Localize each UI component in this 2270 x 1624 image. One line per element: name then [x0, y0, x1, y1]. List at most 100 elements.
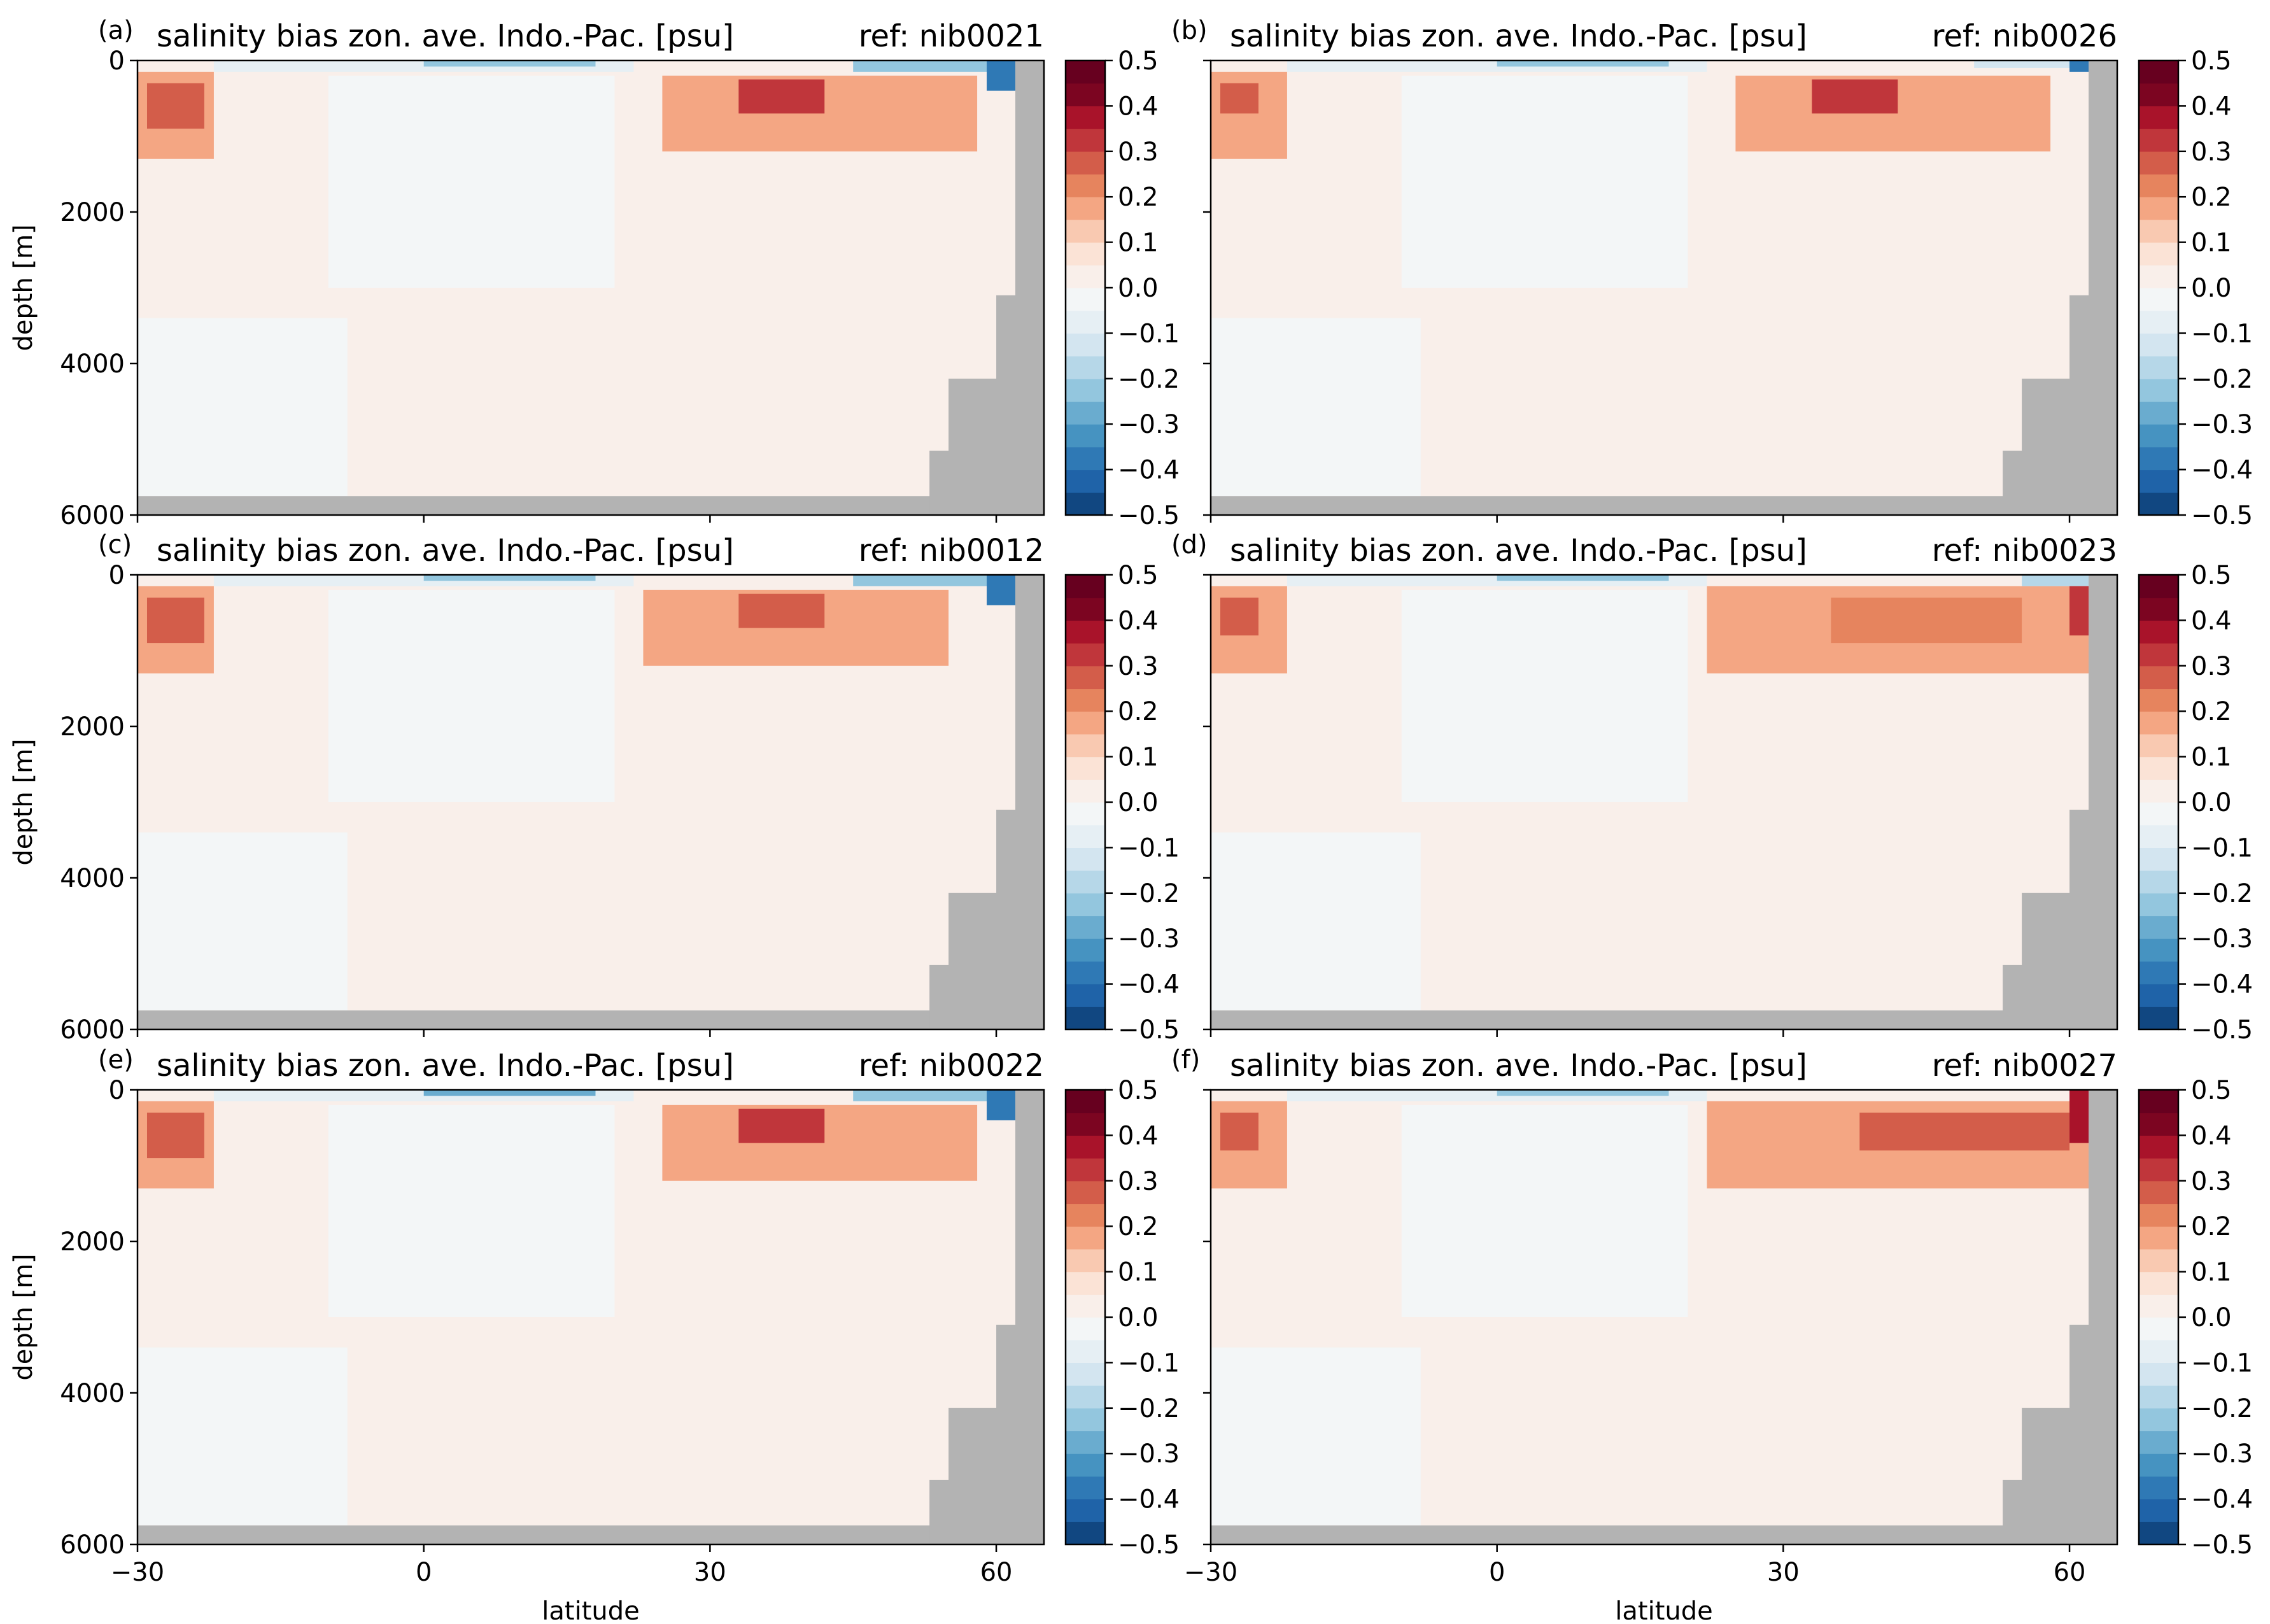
land-mask [1211, 496, 2117, 515]
colorbar-segment [2139, 310, 2178, 334]
colorbar-tick-label: −0.2 [2191, 365, 2253, 394]
colorbar-segment [1066, 575, 1105, 598]
colorbar-segment [2139, 1090, 2178, 1113]
colorbar-segment [2139, 1271, 2178, 1295]
y-tick-label: 0 [109, 46, 125, 76]
x-tick-label: −30 [1184, 1558, 1237, 1587]
land-mask [929, 575, 1044, 1029]
axes-frame [1209, 59, 2118, 516]
y-tick-label: 2000 [60, 198, 125, 227]
y-tick-label: 6000 [60, 501, 125, 530]
colorbar-tick-label: 0.3 [2191, 652, 2232, 681]
salinity-field [137, 60, 1044, 515]
colorbar-tick-label: −0.5 [2191, 501, 2253, 530]
colorbar-tick-label: 0.1 [1118, 229, 1159, 258]
panel-label: (a) [98, 16, 134, 45]
axes-frame [136, 574, 1045, 1031]
panel-b: (b) salinity bias zon. ave. Indo.-Pac. [p… [1171, 16, 2253, 530]
panel-ref-label: ref: nib0023 [1932, 533, 2117, 568]
colorbar-tick-label: 0.4 [2191, 606, 2232, 635]
y-tick-label: 4000 [60, 350, 125, 379]
field-cell [738, 79, 825, 114]
colorbar-segment [1066, 1248, 1105, 1273]
colorbar-segment [1066, 1385, 1105, 1409]
field-cell [1220, 1112, 1258, 1151]
colorbar-tick-label: 0.0 [2191, 788, 2232, 817]
colorbar-segment [2139, 174, 2178, 197]
colorbar-segment [2139, 1180, 2178, 1204]
colorbar-segment [2139, 83, 2178, 106]
field-cell [1812, 79, 1898, 114]
panel-label: (b) [1171, 16, 1208, 45]
x-tick-label: −30 [111, 1558, 164, 1587]
colorbar-segment [1066, 469, 1105, 493]
x-tick-label: 30 [694, 1558, 726, 1587]
colorbar-segment [1066, 847, 1105, 871]
x-tick-label: 30 [1767, 1558, 1800, 1587]
field-cell [1401, 75, 1688, 288]
panel-title: salinity bias zon. ave. Indo.-Pac. [psu] [157, 18, 734, 54]
colorbar-segment [2139, 1362, 2178, 1386]
colorbar-tick-label: 0.5 [1118, 46, 1159, 76]
colorbar-tick-label: 0.5 [1118, 561, 1159, 590]
panel-title: salinity bias zon. ave. Indo.-Pac. [psu] [1230, 533, 1807, 568]
colorbar-segment [2139, 1430, 2178, 1454]
colorbar-segment [1066, 1180, 1105, 1204]
colorbar-tick-label: −0.3 [2191, 410, 2253, 439]
y-tick-label: 6000 [60, 1530, 125, 1560]
colorbar-tick-label: 0.3 [1118, 652, 1159, 681]
colorbar-segment [1066, 310, 1105, 334]
land-mask [929, 60, 1044, 515]
land-mask [1211, 1525, 2117, 1544]
colorbar-segment [2139, 824, 2178, 848]
colorbar-tick-label: 0.1 [2191, 1258, 2232, 1287]
y-axis-label: depth [m] [9, 738, 38, 865]
colorbar-segment [1066, 174, 1105, 197]
panel-c: 0 2000 4000 6000 (c) salinity bias zon. ave. … [9, 530, 1180, 1045]
colorbar-segment [2139, 401, 2178, 425]
y-tick-label: 2000 [60, 1227, 125, 1257]
land-mask [137, 496, 1044, 515]
colorbar-tick-label: −0.4 [2191, 970, 2253, 999]
colorbar-segment [2139, 265, 2178, 288]
colorbar-segment [1066, 60, 1105, 84]
colorbar-tick-label: 0.3 [1118, 138, 1159, 167]
field-cell [1220, 83, 1258, 114]
colorbar-segment [1066, 1203, 1105, 1227]
colorbar-tick-label: −0.4 [2191, 1485, 2253, 1515]
colorbar-segment [2139, 219, 2178, 243]
colorbar-segment [1066, 711, 1105, 735]
field-cell [1974, 60, 2070, 68]
colorbar-segment [1066, 1453, 1105, 1477]
colorbar-tick-label: −0.5 [1118, 501, 1180, 530]
y-tick-label: 4000 [60, 1379, 125, 1408]
colorbar-segment [2139, 1385, 2178, 1409]
panel-title: salinity bias zon. ave. Indo.-Pac. [psu] [1230, 1048, 1807, 1084]
colorbar-tick-label: −0.2 [2191, 879, 2253, 908]
field-cell [1401, 590, 1688, 802]
colorbar-segment [2139, 1294, 2178, 1318]
colorbar-segment [1066, 1476, 1105, 1500]
field-cell [987, 575, 1016, 605]
x-tick-label: 60 [980, 1558, 1013, 1587]
colorbar-segment [1066, 1158, 1105, 1182]
land-mask [2003, 1090, 2117, 1544]
colorbar-segment [1066, 938, 1105, 962]
land-mask [929, 1090, 1044, 1544]
colorbar-segment [1066, 1135, 1105, 1159]
colorbar-tick-label: −0.2 [1118, 1394, 1180, 1423]
colorbar-segment [2139, 1339, 2178, 1363]
y-tick-label: 4000 [60, 864, 125, 893]
panel-label: (c) [98, 530, 132, 560]
colorbar-tick-label: 0.0 [1118, 1303, 1159, 1332]
colorbar-segment [1066, 665, 1105, 689]
colorbar-tick-label: −0.2 [1118, 879, 1180, 908]
colorbar-segment [2139, 1476, 2178, 1500]
panel-ref-label: ref: nib0021 [859, 18, 1044, 54]
colorbar-tick-label: 0.5 [1118, 1076, 1159, 1105]
y-tick-label: 0 [109, 1076, 125, 1105]
colorbar-segment [1066, 824, 1105, 848]
colorbar-segment [2139, 938, 2178, 962]
field-cell [137, 1347, 348, 1526]
colorbar-segment [2139, 779, 2178, 803]
